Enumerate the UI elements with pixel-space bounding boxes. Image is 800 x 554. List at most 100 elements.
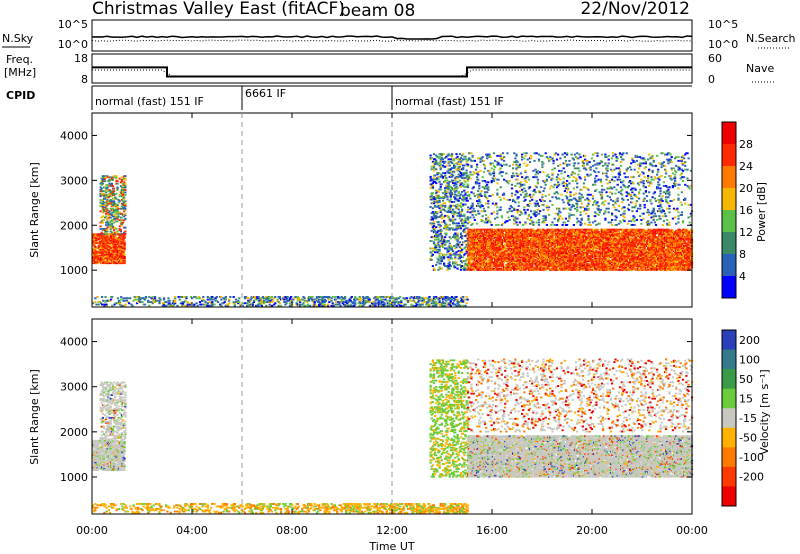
echo-cell (455, 246, 457, 248)
echo-cell (354, 302, 356, 304)
echo-cell (452, 219, 454, 221)
echo-cell (120, 299, 122, 301)
echo-cell (220, 299, 222, 301)
echo-cell (116, 180, 118, 182)
echo-cell (311, 296, 313, 298)
echo-cell (452, 227, 454, 229)
echo-cell (115, 198, 117, 200)
echo-cell (118, 215, 120, 217)
echo-cell (410, 300, 412, 302)
echo-cell (442, 305, 444, 307)
echo-cell (127, 297, 129, 299)
echo-cell (360, 302, 362, 304)
echo-cell (455, 261, 457, 263)
echo-cell (144, 304, 146, 306)
echo-cell (437, 241, 439, 243)
echo-cell (457, 187, 459, 189)
echo-cell (174, 300, 176, 302)
nsearch-label: N.Search (746, 32, 796, 45)
echo-cell (430, 187, 432, 189)
echo-cell (131, 305, 133, 307)
echo-cell (163, 297, 165, 299)
echo-cell (445, 240, 447, 242)
echo-cell (458, 191, 460, 193)
echo-cell (234, 304, 236, 306)
echo-cell (431, 157, 433, 159)
echo-cell (454, 236, 456, 238)
echo-cell (233, 296, 235, 298)
echo-cell (450, 238, 452, 240)
echo-cell (102, 222, 104, 224)
echo-cell (287, 296, 289, 298)
echo-cell (111, 183, 113, 185)
echo-cell (118, 208, 120, 210)
echo-cell (432, 217, 434, 219)
echo-cell (443, 220, 445, 222)
echo-cell (382, 299, 384, 301)
echo-cell (124, 231, 126, 233)
echo-cell (437, 176, 439, 178)
echo-cell (399, 296, 401, 298)
echo-cell (448, 158, 450, 160)
echo-cell (413, 305, 415, 307)
echo-cell (445, 185, 447, 187)
echo-cell (148, 305, 150, 307)
echo-cell (410, 296, 412, 298)
echo-cell (448, 259, 450, 261)
echo-cell (433, 301, 435, 303)
echo-cell (462, 305, 464, 307)
echo-cell (103, 219, 105, 221)
echo-cell (124, 213, 126, 215)
echo-cell (449, 243, 451, 245)
echo-cell (458, 209, 460, 211)
nave-label: Nave (746, 62, 774, 75)
echo-cell (446, 180, 448, 182)
echo-cell (450, 219, 452, 221)
echo-cell (111, 176, 113, 178)
echo-cell (449, 181, 451, 183)
echo-cell (110, 247, 112, 249)
echo-cell (452, 180, 454, 182)
echo-cell (454, 266, 456, 268)
echo-cell (351, 296, 353, 298)
echo-cell (430, 155, 432, 157)
echo-cell (431, 259, 433, 261)
echo-cell (124, 200, 126, 202)
echo-cell (170, 304, 172, 306)
echo-cell (124, 178, 126, 180)
echo-cell (105, 224, 107, 226)
echo-cell (123, 197, 125, 199)
echo-cell (457, 233, 459, 235)
cpid-segment-2: 6661 IF (245, 87, 286, 100)
echo-cell (446, 191, 448, 193)
echo-cell (110, 217, 112, 219)
freq-trace (92, 67, 692, 76)
echo-cell (459, 168, 461, 170)
echo-cell (435, 160, 437, 162)
echo-cell (461, 177, 463, 179)
echo-cell (103, 193, 105, 195)
echo-cell (176, 305, 178, 307)
echo-cell (461, 182, 463, 184)
echo-cell (433, 241, 435, 243)
echo-cell (94, 246, 96, 248)
echo-cell (148, 296, 150, 298)
echo-cell (437, 172, 439, 174)
echo-cell (165, 301, 167, 303)
echo-cell (452, 175, 454, 177)
echo-cell (142, 301, 144, 303)
echo-cell (462, 256, 464, 258)
echo-cell (100, 228, 102, 230)
echo-cell (302, 302, 304, 304)
echo-cell (461, 238, 463, 240)
echo-cell (446, 225, 448, 227)
echo-cell (109, 210, 111, 212)
echo-cell (440, 263, 442, 265)
echo-cell (199, 301, 201, 303)
echo-cell (138, 296, 140, 298)
echo-cell (424, 301, 426, 303)
echo-cell (167, 297, 169, 299)
echo-cell (448, 256, 450, 258)
echo-cell (443, 153, 445, 155)
echo-cell (220, 305, 222, 307)
